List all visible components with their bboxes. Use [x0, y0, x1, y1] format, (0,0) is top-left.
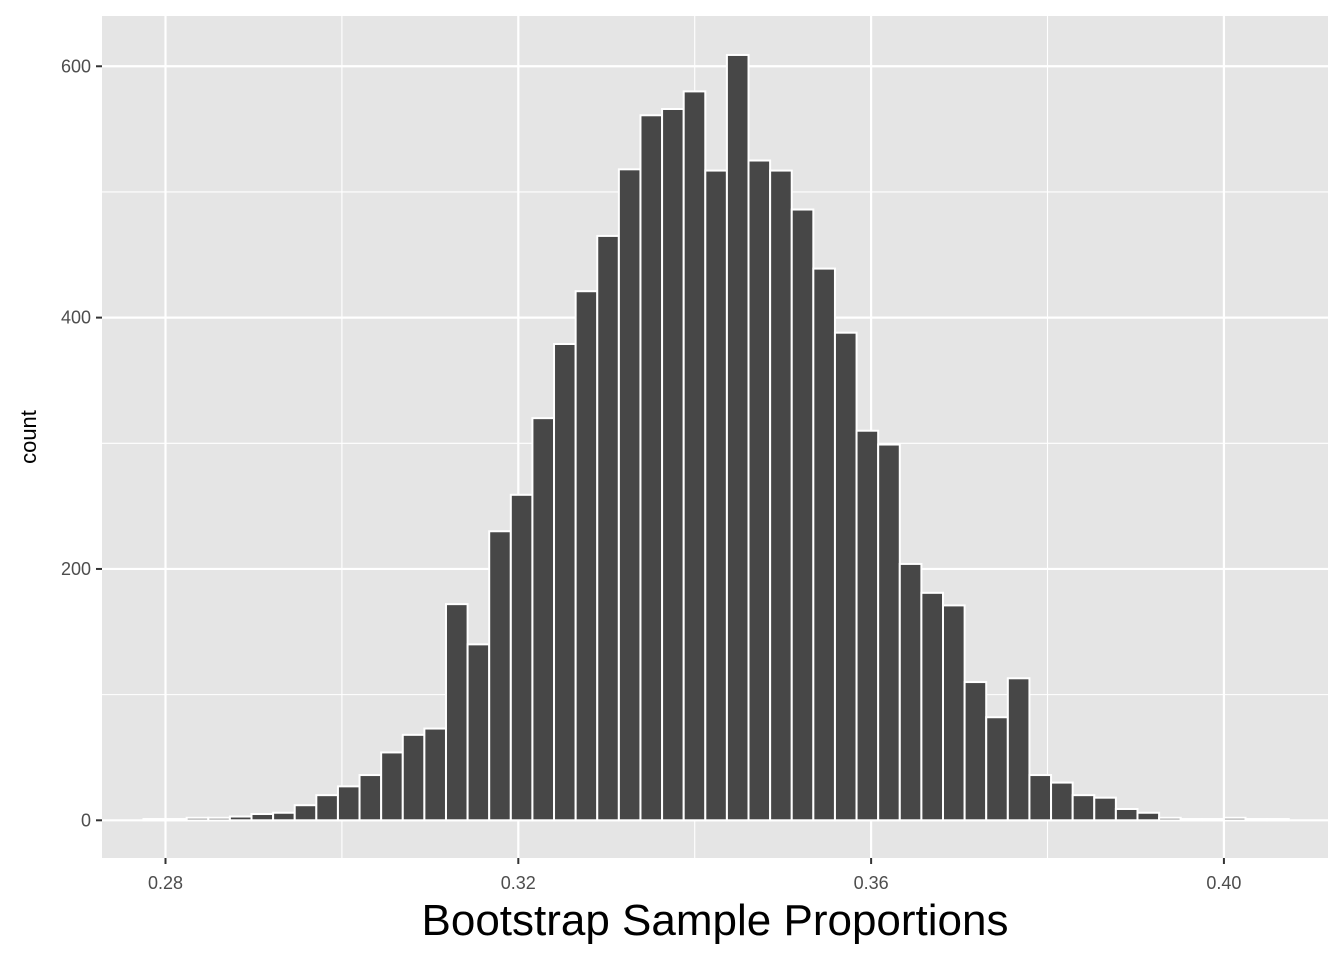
histogram-bar: [488, 530, 512, 822]
histogram-bar: [164, 818, 188, 822]
x-tick-label: 0.32: [501, 873, 536, 893]
histogram-bar: [747, 159, 772, 822]
y-tick-label: 600: [61, 56, 91, 76]
x-tick-label: 0.28: [148, 873, 183, 893]
x-axis: 0.28 0.32 0.36 0.40: [148, 858, 1241, 893]
histogram-bar: [142, 818, 167, 822]
histogram-bar: [1114, 807, 1139, 822]
histogram-bar: [1136, 811, 1161, 822]
histogram-bar: [423, 727, 447, 822]
histogram-bar: [898, 562, 923, 822]
histogram-bar: [207, 816, 231, 822]
histogram-bar: [1179, 818, 1204, 822]
histogram-bars: [142, 53, 1290, 822]
histogram-bar: [1222, 816, 1247, 822]
histogram-bar: [358, 774, 383, 822]
histogram-bar: [574, 290, 599, 822]
y-axis-title: count: [16, 410, 41, 464]
y-tick-label: 0: [81, 810, 91, 830]
y-tick-label: 200: [61, 559, 91, 579]
histogram-bar: [985, 716, 1009, 822]
histogram-bar: [1028, 774, 1053, 822]
histogram-bar: [661, 107, 685, 822]
histogram-bar: [380, 751, 404, 822]
histogram-bar: [942, 604, 966, 822]
histogram-bar: [1071, 794, 1096, 822]
x-axis-title: Bootstrap Sample Proportions: [422, 896, 1009, 945]
histogram-bar: [250, 813, 275, 822]
histogram-bar: [920, 591, 945, 822]
histogram-bar: [1244, 818, 1269, 822]
histogram-bar: [509, 493, 534, 822]
histogram-bar: [963, 681, 988, 822]
histogram-bar: [639, 114, 664, 822]
histogram-bar: [1006, 677, 1031, 822]
histogram-bar: [617, 168, 642, 822]
histogram-bar: [769, 169, 793, 822]
x-tick-label: 0.36: [854, 873, 889, 893]
histogram-bar: [272, 811, 296, 822]
histogram-bar: [704, 169, 728, 822]
x-tick-label: 0.40: [1206, 873, 1241, 893]
histogram-bar: [185, 816, 210, 822]
histogram-bar: [553, 343, 577, 822]
y-axis: 0 200 400 600: [61, 56, 102, 830]
y-tick-label: 400: [61, 308, 91, 328]
histogram-bar: [833, 331, 858, 822]
histogram-bar: [1093, 796, 1117, 822]
histogram-bar: [790, 208, 815, 822]
histogram-bar: [1201, 818, 1225, 822]
histogram-bar: [877, 443, 901, 822]
histogram-bar: [336, 785, 361, 822]
histogram-bar: [228, 815, 253, 822]
histogram-bar: [401, 733, 426, 822]
histogram-bar: [596, 234, 620, 822]
histogram-bar: [1050, 781, 1074, 822]
histogram-bar: [682, 90, 707, 822]
histogram-bar: [444, 603, 469, 822]
histogram-bar: [1266, 818, 1290, 822]
histogram-bar: [315, 794, 339, 822]
histogram-bar: [725, 53, 750, 822]
histogram-bar: [466, 643, 491, 822]
histogram-bar: [855, 429, 880, 822]
histogram-bar: [1158, 816, 1182, 822]
histogram-bar: [293, 804, 318, 822]
histogram-bar: [812, 267, 836, 822]
histogram-bar: [531, 417, 556, 822]
